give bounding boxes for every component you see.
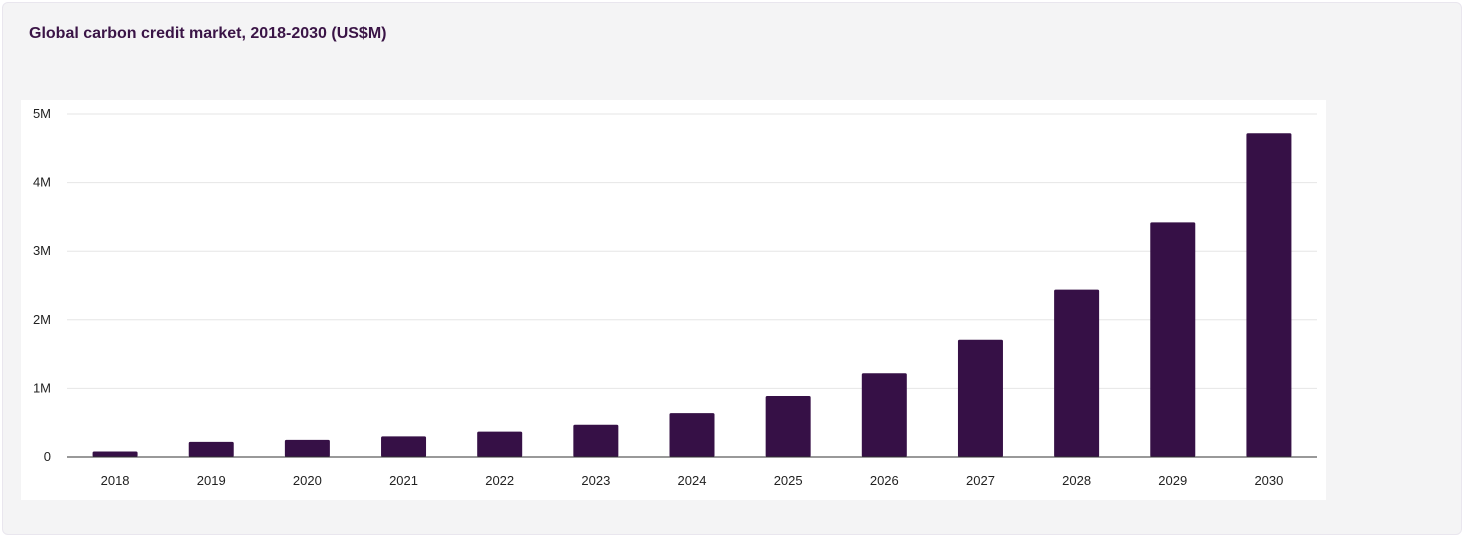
x-tick-label: 2028 — [1062, 473, 1091, 488]
y-axis-ticks: 0 1M 2M 3M 4M 5M — [33, 106, 51, 464]
x-tick-label: 2027 — [966, 473, 995, 488]
bar-2021[interactable] — [381, 436, 427, 457]
bar-2027[interactable] — [957, 339, 1003, 457]
bar-2018[interactable] — [92, 451, 138, 457]
bars — [92, 133, 1292, 457]
bar-2030[interactable] — [1246, 133, 1292, 457]
x-tick-label: 2018 — [101, 473, 130, 488]
bar-2025[interactable] — [765, 395, 811, 457]
x-tick-label: 2022 — [485, 473, 514, 488]
y-tick-label: 4M — [33, 175, 51, 190]
x-tick-label: 2019 — [197, 473, 226, 488]
x-tick-label: 2020 — [293, 473, 322, 488]
y-tick-label: 5M — [33, 106, 51, 121]
y-tick-label: 3M — [33, 243, 51, 258]
bar-chart: 0 1M 2M 3M 4M 5M 2018 2019 2020 2021 2022 2023 2024… — [33, 106, 1317, 488]
plot-panel: 0 1M 2M 3M 4M 5M 2018 2019 2020 2021 2022 2023 2024… — [21, 100, 1326, 500]
bar-2020[interactable] — [284, 439, 330, 457]
bar-2022[interactable] — [477, 431, 523, 457]
chart-title: Global carbon credit market, 2018-2030 (… — [29, 25, 387, 42]
y-tick-label: 1M — [33, 380, 51, 395]
gridlines — [67, 113, 1317, 389]
bar-2026[interactable] — [861, 373, 907, 457]
x-tick-label: 2030 — [1254, 473, 1283, 488]
x-tick-label: 2024 — [678, 473, 707, 488]
bar-2029[interactable] — [1150, 222, 1196, 457]
x-tick-label: 2029 — [1158, 473, 1187, 488]
bar-2023[interactable] — [573, 424, 619, 457]
x-tick-label: 2026 — [870, 473, 899, 488]
x-axis-ticks: 2018 2019 2020 2021 2022 2023 2024 2025 2026 2027… — [101, 473, 1284, 488]
bar-2019[interactable] — [188, 441, 234, 457]
bar-2024[interactable] — [669, 413, 715, 457]
x-tick-label: 2023 — [581, 473, 610, 488]
x-tick-label: 2025 — [774, 473, 803, 488]
y-tick-label: 0 — [44, 449, 51, 464]
x-tick-label: 2021 — [389, 473, 418, 488]
y-tick-label: 2M — [33, 312, 51, 327]
bar-2028[interactable] — [1054, 289, 1100, 457]
